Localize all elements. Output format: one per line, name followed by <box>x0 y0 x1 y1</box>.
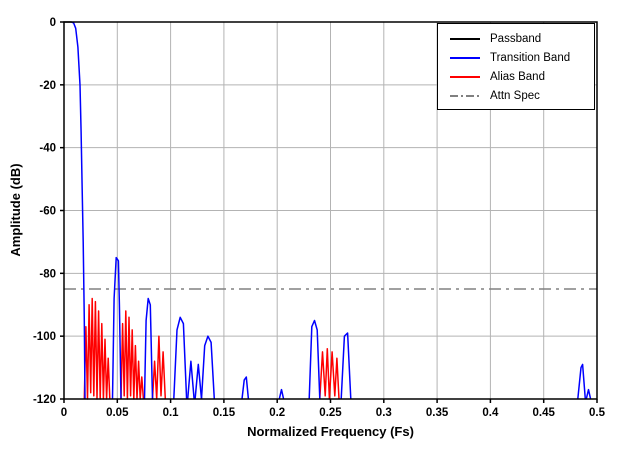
series-transition-band <box>585 388 592 400</box>
series-transition-band <box>143 297 154 400</box>
series-transition-band <box>71 21 86 400</box>
y-tick-label: -60 <box>39 206 56 218</box>
legend-label: Attn Spec <box>490 89 540 102</box>
x-tick-label: 0.5 <box>589 407 606 419</box>
legend-item-alias-band: Alias Band <box>448 67 588 86</box>
series-transition-band <box>173 316 188 400</box>
series-transition-band <box>241 376 250 400</box>
legend: Passband Transition Band Alias Band Attn Sp… <box>437 23 595 110</box>
x-tick-label: 0.4 <box>482 407 499 419</box>
y-axis-label: Amplitude (dB) <box>8 163 23 257</box>
legend-label: Passband <box>490 32 542 45</box>
legend-item-passband: Passband <box>448 29 588 48</box>
x-tick-label: 0.2 <box>269 407 285 419</box>
legend-label: Alias Band <box>490 70 545 83</box>
x-tick-label: 0.05 <box>106 407 129 419</box>
x-tick-label: 0.25 <box>319 407 342 419</box>
legend-item-attn-spec: Attn Spec <box>448 86 588 105</box>
series-transition-band <box>340 332 352 400</box>
series-transition-band <box>194 363 203 400</box>
legend-line-sample <box>450 56 480 59</box>
x-tick-label: 0.1 <box>163 407 180 419</box>
legend-line-sample <box>450 37 480 40</box>
y-tick-label: -20 <box>39 80 56 92</box>
series-transition-band <box>200 335 216 400</box>
y-tick-label: -80 <box>39 268 56 280</box>
series-alias-band <box>151 335 167 400</box>
x-tick-label: 0.35 <box>426 407 449 419</box>
x-tick-label: 0.45 <box>533 407 556 419</box>
legend-label: Transition Band <box>490 51 571 64</box>
x-tick-label: 0.15 <box>213 407 236 419</box>
series-alias-band <box>120 310 145 400</box>
x-axis-label: Normalized Frequency (Fs) <box>247 424 414 439</box>
series-transition-band <box>577 363 587 400</box>
legend-line-sample <box>450 94 480 97</box>
legend-item-transition-band: Transition Band <box>448 48 588 67</box>
series-transition-band <box>278 388 285 400</box>
series-alias-band <box>83 297 111 400</box>
x-tick-label: 0 <box>61 407 67 419</box>
y-tick-label: -100 <box>33 331 56 343</box>
series-transition-band <box>111 256 122 400</box>
series-transition-band <box>308 319 321 400</box>
y-tick-label: -120 <box>33 394 56 406</box>
legend-line-sample <box>450 75 480 78</box>
plot-border <box>63 21 598 400</box>
y-tick-label: 0 <box>50 17 56 29</box>
y-tick-label: -40 <box>39 143 56 155</box>
series-alias-band <box>319 347 340 400</box>
x-tick-label: 0.3 <box>376 407 392 419</box>
series-transition-band <box>186 360 195 400</box>
